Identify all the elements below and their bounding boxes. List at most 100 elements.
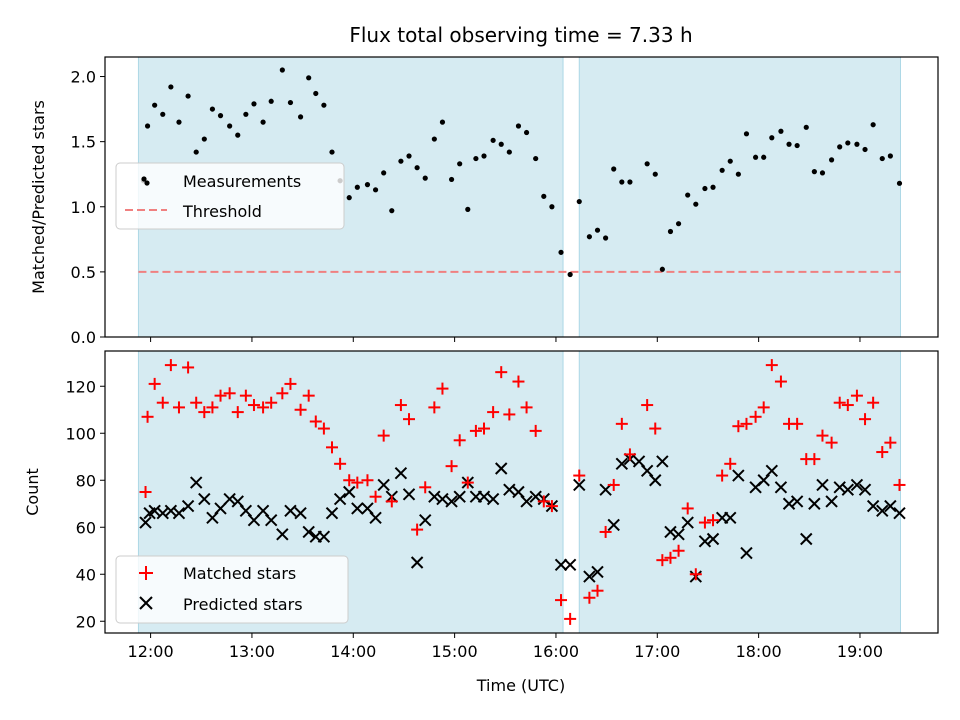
measurement-point bbox=[381, 170, 387, 176]
predicted-star-stroke bbox=[325, 506, 339, 520]
matched-star-point bbox=[302, 389, 315, 402]
predicted-star-point bbox=[698, 535, 712, 548]
measurement-point bbox=[576, 198, 582, 205]
matched-star-point bbox=[377, 429, 390, 442]
predicted-star-point bbox=[369, 511, 382, 525]
predicted-star-stroke bbox=[732, 469, 745, 482]
ratio-legend: Measurements Threshold bbox=[115, 162, 345, 230]
predicted-star-stroke bbox=[664, 525, 677, 539]
measurement-point bbox=[710, 184, 716, 190]
measurement-point bbox=[567, 271, 573, 278]
measurement-point bbox=[828, 157, 835, 163]
predicted-star-point bbox=[774, 481, 788, 494]
predicted-star-stroke bbox=[554, 558, 568, 572]
predicted-star-stroke bbox=[841, 483, 855, 496]
measurement-point bbox=[603, 235, 609, 241]
measurement-point bbox=[346, 195, 352, 201]
measurement-point bbox=[406, 153, 412, 159]
count-legend-box bbox=[115, 555, 349, 624]
measurement-point bbox=[251, 101, 257, 107]
measurement-point bbox=[727, 158, 733, 164]
matched-star-point bbox=[656, 554, 669, 567]
predicted-star-stroke bbox=[164, 504, 178, 518]
y-tick-label: 100 bbox=[65, 424, 96, 443]
measurement-point bbox=[752, 154, 759, 160]
matched-star-point bbox=[309, 415, 322, 428]
matched-star-point bbox=[555, 594, 568, 607]
predicted-star-stroke bbox=[672, 528, 685, 541]
ratio-y-axis-label: Matched/Predicted stars bbox=[29, 100, 48, 294]
matched-star-point bbox=[529, 424, 542, 437]
predicted-star-stroke bbox=[419, 513, 432, 527]
measurement-point bbox=[209, 106, 216, 112]
matched-star-point bbox=[867, 396, 880, 409]
matched-star-point bbox=[672, 544, 685, 557]
measurement-point bbox=[652, 171, 658, 177]
measurement-point bbox=[644, 161, 650, 167]
matched-star-point bbox=[503, 408, 516, 421]
predicted-star-stroke bbox=[495, 462, 508, 475]
predicted-star-stroke bbox=[649, 474, 662, 487]
predicted-star-point bbox=[573, 478, 586, 492]
matched-star-point bbox=[876, 446, 889, 459]
count-y-axis-label: Count bbox=[23, 468, 42, 516]
y-tick-label: 1.5 bbox=[71, 133, 96, 152]
ratio-panel-ticks: 0.0 0.5 1.0 1.5 2.0 bbox=[71, 68, 861, 347]
matched-star-point bbox=[334, 457, 347, 470]
predicted-star-stroke bbox=[765, 464, 779, 478]
matched-star-point bbox=[740, 417, 753, 430]
measurement-point bbox=[586, 234, 592, 240]
predicted-star-stroke bbox=[477, 490, 491, 503]
matched-star-point bbox=[487, 406, 500, 419]
predicted-star-point bbox=[486, 492, 500, 506]
measurement-point bbox=[854, 141, 860, 147]
matched-star-point bbox=[411, 523, 424, 536]
x-tick-label: 12:00 bbox=[128, 642, 174, 661]
predicted-star-point bbox=[782, 497, 796, 510]
measurement-point bbox=[168, 84, 174, 90]
predicted-star-stroke bbox=[256, 504, 270, 518]
matched-star-point bbox=[545, 500, 558, 513]
x-tick-label: 17:00 bbox=[634, 642, 680, 661]
measurement-point bbox=[862, 146, 868, 153]
predicted-star-stroke bbox=[607, 518, 620, 532]
predicted-star-stroke bbox=[294, 506, 307, 520]
matched-star-point bbox=[583, 591, 596, 604]
measurement-point bbox=[611, 166, 617, 172]
measurement-point bbox=[439, 119, 446, 125]
measurement-point bbox=[675, 221, 682, 227]
matched-star-point bbox=[893, 478, 906, 491]
matched-star-point bbox=[206, 401, 219, 414]
matched-star-point bbox=[816, 429, 829, 442]
predicted-star-stroke bbox=[599, 483, 612, 496]
matched-star-point bbox=[716, 469, 729, 482]
measurement-point bbox=[811, 169, 817, 175]
matched-star-point bbox=[698, 516, 711, 529]
legend-marker-measurements bbox=[144, 180, 150, 186]
predicted-star-point bbox=[477, 490, 491, 503]
predicted-star-stroke bbox=[223, 492, 236, 506]
matched-star-point bbox=[369, 490, 382, 503]
predicted-star-point bbox=[893, 506, 906, 520]
count-panel-frame bbox=[104, 350, 939, 634]
predicted-star-stroke bbox=[816, 478, 829, 492]
matched-star-point bbox=[461, 476, 474, 489]
count-series bbox=[139, 359, 906, 625]
count-panel-ticks: 20 40 60 80 100 120 12:00 13:00 14:00 15:00 16:00 1… bbox=[65, 377, 883, 661]
predicted-star-point bbox=[800, 532, 813, 546]
matched-star-point bbox=[573, 469, 586, 482]
predicted-star-point bbox=[276, 528, 289, 541]
measurement-point bbox=[786, 141, 792, 147]
measurement-point bbox=[268, 98, 274, 104]
predicted-star-stroke bbox=[302, 525, 315, 539]
matched-star-point bbox=[239, 389, 252, 402]
predicted-star-point bbox=[264, 513, 278, 527]
matched-star-point bbox=[808, 453, 821, 466]
predicted-star-stroke bbox=[884, 499, 897, 513]
measurement-point bbox=[473, 155, 479, 162]
predicted-star-point bbox=[765, 464, 779, 478]
matched-star-point bbox=[198, 406, 211, 419]
y-tick-label: 20 bbox=[76, 612, 96, 631]
predicted-star-point bbox=[148, 504, 161, 518]
measurement-point bbox=[896, 180, 903, 186]
